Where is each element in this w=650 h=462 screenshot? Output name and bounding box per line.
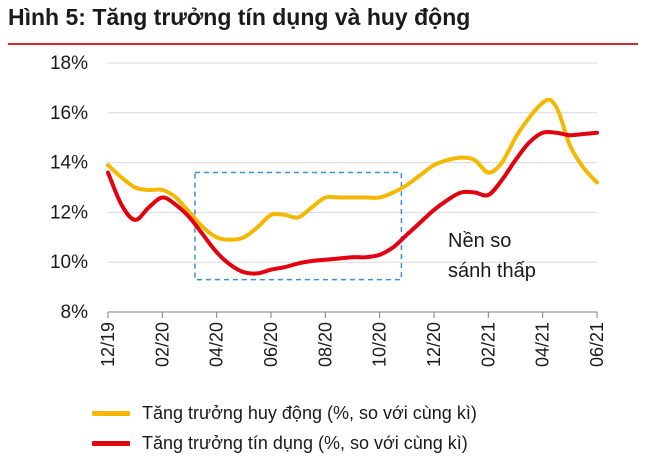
x-tick-label: 02/21	[478, 322, 498, 367]
x-tick-label: 04/21	[533, 322, 553, 367]
y-tick-label: 12%	[50, 202, 88, 223]
x-tick-label: 06/21	[587, 322, 607, 367]
legend-swatch-deposit	[92, 410, 130, 416]
x-tick-label: 10/20	[370, 322, 390, 367]
title-underline	[8, 43, 638, 45]
y-tick-label: 16%	[50, 103, 88, 124]
x-tick-label: 12/20	[424, 322, 444, 367]
x-tick-label: 06/20	[261, 322, 281, 367]
axis-layer	[107, 311, 598, 318]
x-tick-label: 04/20	[207, 322, 227, 367]
y-tick-labels: 8% 10% 12% 14% 16% 18%	[50, 53, 88, 323]
legend: Tăng trưởng huy động (%, so với cùng kì)…	[92, 398, 477, 458]
y-tick-label: 10%	[50, 252, 88, 273]
x-tick-label: 12/19	[98, 322, 118, 367]
legend-item-deposit: Tăng trưởng huy động (%, so với cùng kì)	[92, 398, 477, 428]
y-tick-label: 8%	[61, 302, 89, 323]
legend-item-credit: Tăng trưởng tín dụng (%, so với cùng kì)	[92, 428, 477, 458]
y-tick-label: 14%	[50, 153, 88, 174]
chart-title: Hình 5: Tăng trưởng tín dụng và huy động	[8, 4, 471, 30]
y-tick-label: 18%	[50, 53, 88, 74]
series-line-credit	[106, 129, 599, 276]
annotation-line-1: Nền so	[448, 230, 512, 252]
legend-label-deposit: Tăng trưởng huy động (%, so với cùng kì)	[142, 402, 477, 423]
series-line-deposit	[106, 97, 599, 242]
x-tick-labels: 12/19 02/20 04/20 06/20 08/20 10/20 12/20 02/21…	[98, 322, 607, 367]
annotation-line-2: sánh thấp	[448, 260, 536, 282]
legend-swatch-credit	[92, 440, 130, 446]
highlight-box	[194, 171, 403, 281]
series-layer	[106, 97, 599, 276]
x-tick-label: 02/20	[152, 322, 172, 367]
legend-label-credit: Tăng trưởng tín dụng (%, so với cùng kì)	[142, 432, 468, 453]
x-tick-label: 08/20	[315, 322, 335, 367]
annotation-low-base: Nền so sánh thấp	[448, 226, 536, 286]
